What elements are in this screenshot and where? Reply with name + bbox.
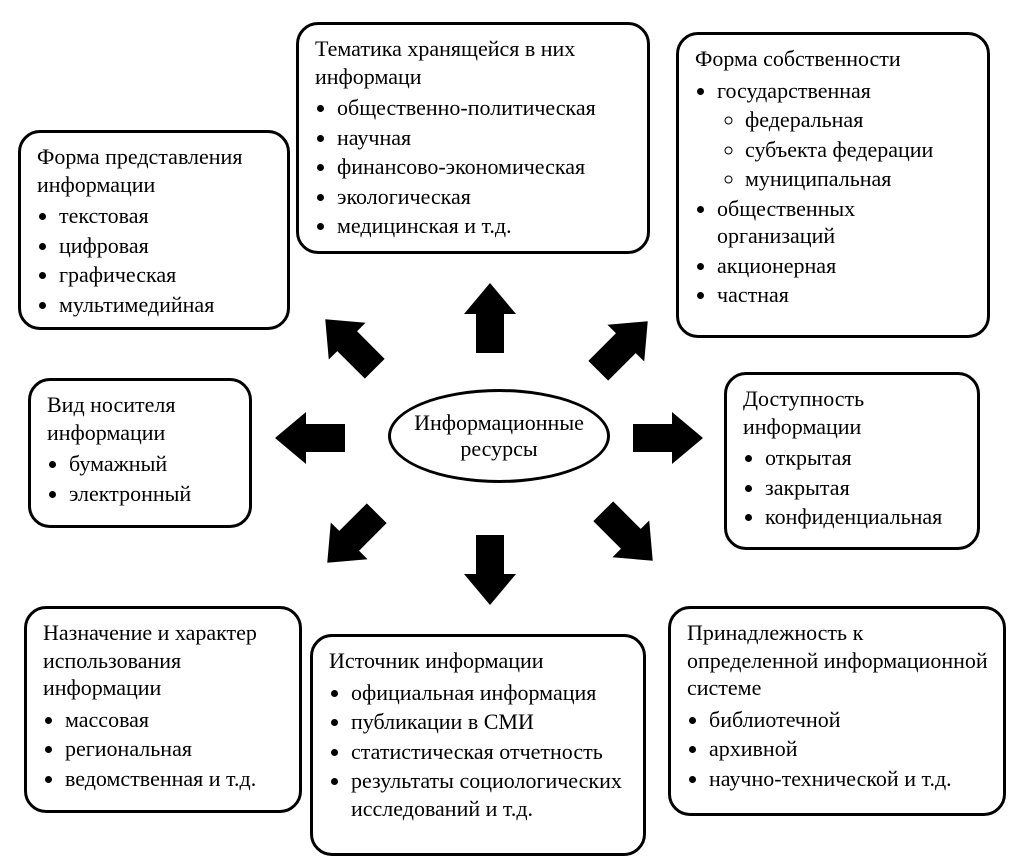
box-purpose: Назначение и характер использования инфо…: [24, 606, 302, 813]
list-item: субъекта федерации: [745, 136, 973, 164]
list-item: конфиденциальная: [765, 503, 963, 531]
list-item: бумажный: [69, 450, 235, 478]
sub-list: федеральная субъекта федерации муниципал…: [717, 106, 973, 193]
list-item: ведомственная и т.д.: [65, 765, 285, 793]
arrow-up-right-icon: [580, 303, 666, 389]
box-list: текстовая цифровая графическая мультимед…: [35, 202, 273, 318]
list-item: государственная федеральная субъекта фед…: [717, 77, 973, 193]
list-item: федеральная: [745, 106, 973, 134]
box-list: бумажный электронный: [45, 450, 235, 507]
list-item: региональная: [65, 735, 285, 763]
list-item: финансово-экономическая: [337, 153, 633, 181]
list-item: общественно-политическая: [337, 94, 633, 122]
list-item: медицинская и т.д.: [337, 212, 633, 240]
box-system: Принадлежность к определенной информацио…: [668, 606, 1006, 816]
box-list: библиотечной архивной научно-технической…: [685, 706, 989, 793]
box-title: Форма представления информации: [37, 143, 273, 198]
list-item: акционерная: [717, 252, 973, 280]
box-title: Источник информации: [329, 647, 629, 675]
arrow-down-left-icon: [309, 495, 395, 581]
list-item: архивной: [709, 735, 989, 763]
box-ownership: Форма собственности государственная феде…: [676, 32, 990, 338]
list-item: научная: [337, 124, 633, 152]
list-item-label: государственная: [717, 78, 871, 103]
box-source: Источник информации официальная информац…: [310, 634, 646, 856]
list-item: электронный: [69, 480, 235, 508]
box-list: официальная информация публикации в СМИ …: [327, 679, 629, 823]
arrow-up-left-icon: [307, 301, 393, 387]
list-item: публикации в СМИ: [351, 708, 629, 736]
list-item: открытая: [765, 444, 963, 472]
box-title: Назначение и характер использования инфо…: [43, 619, 285, 702]
box-medium: Вид носителя информации бумажный электро…: [28, 378, 252, 528]
arrow-up-icon: [464, 283, 516, 353]
list-item: цифровая: [59, 232, 273, 260]
center-label: Информационные ресурсы: [399, 410, 599, 463]
list-item: закрытая: [765, 474, 963, 502]
list-item: муниципальная: [745, 165, 973, 193]
box-title: Форма собственности: [695, 45, 973, 73]
arrow-down-right-icon: [585, 493, 671, 579]
box-title: Вид носителя информации: [47, 391, 235, 446]
list-item: общественных организаций: [717, 195, 973, 250]
diagram-stage: Информационные ресурсы Форма представлен…: [0, 0, 1011, 857]
box-title: Доступность информации: [743, 385, 963, 440]
box-thematic: Тематика хранящейся в них информаци обще…: [296, 22, 650, 254]
box-title: Принадлежность к определенной информацио…: [687, 619, 989, 702]
list-item: графическая: [59, 261, 273, 289]
center-node: Информационные ресурсы: [388, 389, 610, 483]
list-item: экологическая: [337, 183, 633, 211]
box-list: массовая региональная ведомственная и т.…: [41, 706, 285, 793]
box-list: государственная федеральная субъекта фед…: [693, 77, 973, 309]
box-list: открытая закрытая конфиденциальная: [741, 444, 963, 531]
list-item: научно-технической и т.д.: [709, 765, 989, 793]
box-list: общественно-политическая научная финансо…: [313, 94, 633, 240]
box-form-presentation: Форма представления информации текстовая…: [18, 130, 290, 330]
list-item: массовая: [65, 706, 285, 734]
list-item: частная: [717, 281, 973, 309]
box-title: Тематика хранящейся в них информаци: [315, 35, 633, 90]
list-item: библиотечной: [709, 706, 989, 734]
list-item: результаты социологических исследований …: [351, 767, 629, 822]
list-item: мультимедийная: [59, 291, 273, 319]
list-item: статистическая отчетность: [351, 738, 629, 766]
box-accessibility: Доступность информации открытая закрытая…: [724, 372, 980, 550]
arrow-down-icon: [464, 535, 516, 605]
arrow-left-icon: [275, 412, 345, 464]
arrow-right-icon: [633, 412, 703, 464]
list-item: текстовая: [59, 202, 273, 230]
list-item: официальная информация: [351, 679, 629, 707]
